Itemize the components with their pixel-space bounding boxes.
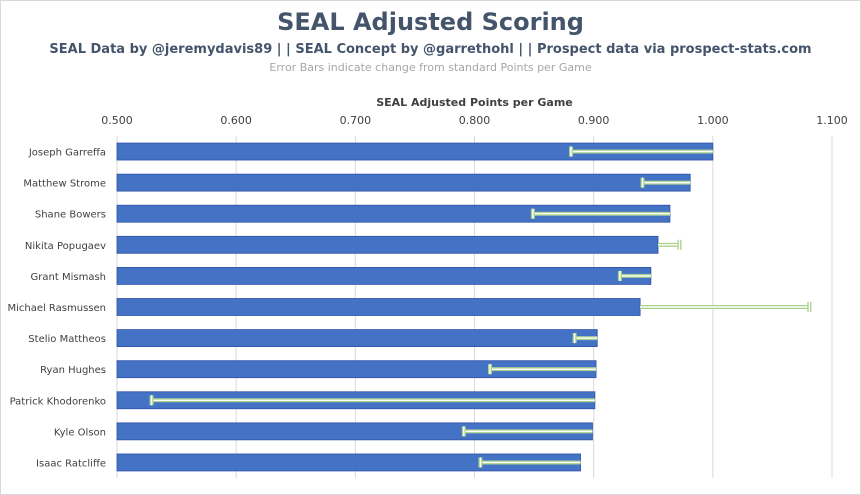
y-category-label: Patrick Khodorenko [10,396,106,407]
y-category-label: Michael Rasmussen [7,303,106,314]
y-category-label: Matthew Strome [23,179,106,190]
y-category-label: Nikita Popugaev [25,241,106,252]
x-tick-label: 0.600 [220,114,252,127]
bar [116,267,652,285]
bar [116,235,659,254]
y-category-label: Stelio Mattheos [28,334,106,345]
x-tick-label: 0.800 [459,114,491,127]
x-tick-label: 0.900 [578,114,610,127]
bar [116,173,691,192]
y-category-label: Shane Bowers [35,210,106,221]
x-axis-title: SEAL Adjusted Points per Game [376,96,573,109]
y-category-label: Kyle Olson [54,427,106,438]
y-category-label: Joseph Garreffa [28,148,106,159]
bar [116,298,641,316]
x-tick-label: 0.700 [340,114,372,127]
chart-subtitle: SEAL Data by @jeremydavis89 | | SEAL Con… [49,42,812,57]
y-category-label: Ryan Hughes [40,365,106,376]
chart-title: SEAL Adjusted Scoring [277,8,584,36]
x-tick-label: 0.500 [101,114,133,127]
x-tick-label: 1.100 [816,114,848,127]
chart-note: Error Bars indicate change from standard… [269,61,592,74]
y-category-label: Isaac Ratcliffe [36,458,106,469]
x-tick-label: 1.000 [697,114,729,127]
bar [116,329,598,347]
y-category-label: Grant Mismash [31,272,106,283]
